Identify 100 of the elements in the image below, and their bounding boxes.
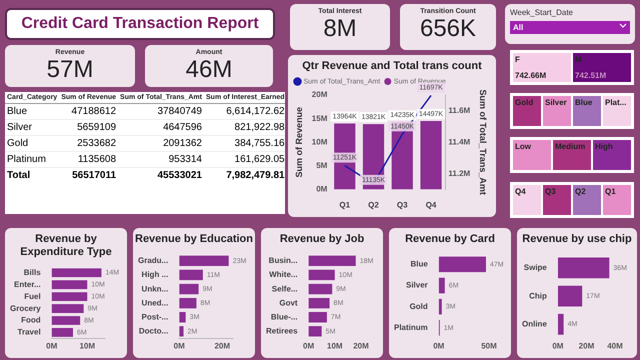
bar [308,312,327,322]
y-tick-label: White... [269,270,298,280]
data-label: 1135608 [76,153,118,167]
category-label: Q3 [545,187,556,196]
text: All [513,23,524,32]
bar [558,286,582,307]
category-label: F [515,55,520,64]
x-tick-label: 10M [79,341,96,350]
y-tick-label: Fuel [24,292,41,301]
chart-title: Revenue by Expenditure Type [19,232,113,259]
bar [179,312,186,322]
text: Week_Start_Date [509,7,574,19]
data-label: 821,922.98 [234,121,286,135]
data-label: 45533021 [156,169,203,183]
y-tick-label: Bills [24,268,42,277]
y2-tick-label: 11.2M [448,168,471,178]
data-label: 161,629.05 [234,153,286,167]
chart-title: Revenue by use chip [521,232,633,246]
y-tick-label: 0M [316,184,328,194]
y-tick-label: Govt [279,298,298,308]
bar [52,280,88,290]
bar [308,270,335,280]
bar [179,270,203,280]
bar [52,328,74,337]
y-tick-label: Retirees [266,326,298,336]
y2-tick-label: 11.6M [448,106,471,115]
x-tick-label: Q1 [339,200,351,210]
chart-title: Revenue by Job [278,232,366,246]
category-label: Blue [575,98,592,107]
data-label: 37840749 [156,105,203,119]
y-axis-title: Sum of Revenue [294,106,304,178]
y-tick-label: Platinum [394,323,428,332]
category-label: Low [515,142,531,151]
x-tick-label: 10M [327,341,343,350]
data-label: 2091362 [162,137,203,151]
text: 656K [418,15,478,43]
category-label: Q1 [605,187,616,196]
text: 57M [46,56,94,84]
text: 46M [184,56,234,84]
y-tick-label: Chip [529,291,547,300]
y-tick-label: Blue [410,260,428,269]
chart-title: Revenue by Education [134,232,254,246]
x-tick-label: 50M [481,341,498,350]
text: Credit Card Transaction Report [7,10,273,38]
y-tick-label: 10M [312,137,328,146]
y-tick-label: Gold [410,302,428,311]
bar [438,256,486,272]
y-tick-label: High ... [142,270,168,280]
bar [179,256,229,266]
category-label: M [575,55,582,64]
y-tick-label: Selfe... [272,284,298,294]
bar [308,298,330,308]
bar [308,256,356,266]
bar [52,292,88,302]
y-tick-label: 20M [312,90,328,100]
x-tick-label: 0M [303,341,314,350]
y-tick-label: Unkn... [142,284,168,294]
category-label: High [595,142,613,151]
y-tick-label: Grocery [10,304,42,313]
y2-tick-label: 11.4M [448,137,471,146]
y-tick-label: Gradu... [138,256,168,266]
bar [52,316,80,325]
data-label: 56517011 [71,169,118,183]
data-label: 742.66M [515,71,546,80]
data-label: 6,614,172.62 [225,105,286,119]
y-tick-label: Swipe [524,263,548,272]
x-tick-label: 0M [552,341,564,350]
y-tick-label: Blue-... [270,312,298,322]
category-label: Plat... [605,98,626,107]
category-label: Q2 [575,187,586,196]
y-tick-label: Silver [406,280,428,290]
category-label: Total [6,169,32,183]
bar [438,298,442,314]
x-tick-label: 20M [353,341,370,350]
x-tick-label: Q3 [396,200,408,210]
y-tick-label: Docto... [138,326,168,336]
category-label: Medium [555,142,586,151]
data-label: 2533682 [76,137,118,151]
y-tick-label: Enter... [14,280,41,289]
data-label: 47188612 [70,105,118,119]
data-label: 4647596 [162,121,203,135]
x-tick-label: Q2 [368,200,380,210]
bar [558,257,610,278]
data-label: 5659109 [76,121,118,135]
y-tick-label: Post-... [142,312,168,322]
data-label: 7,982,479.81 [225,169,286,183]
data-label: 384,755.16 [234,137,286,151]
data-label: 953314 [168,153,203,167]
bar [308,326,322,337]
text: 8M [322,15,358,43]
y2-axis-title: Sum of Total_Trans_Amt [478,90,488,195]
bar [558,314,564,335]
chart-title: Revenue by Card [404,232,496,246]
chart-title: Qtr Revenue and Total trans count [301,59,483,73]
x-tick-label: Q4 [426,200,437,210]
data-label: 742.51M [575,71,606,80]
y-tick-label: 15M [312,114,328,123]
bar [179,298,196,308]
y-tick-label: Uned... [142,298,168,308]
x-tick-label: 40M [607,341,624,350]
